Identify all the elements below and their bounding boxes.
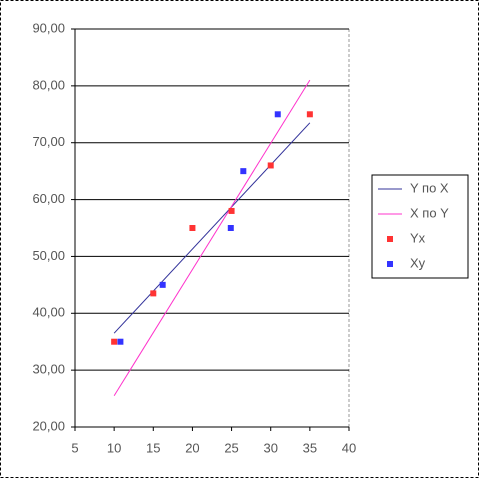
point: [227, 225, 234, 231]
x-tick-label: 30: [263, 440, 277, 455]
legend-label: Y по X: [410, 180, 449, 195]
legend-symbol: [387, 236, 393, 242]
legend-box: [371, 174, 469, 279]
point: [159, 281, 166, 288]
x-tick-label: 40: [342, 440, 356, 455]
y-tick-label: 80,00: [32, 77, 65, 92]
legend-symbol: [387, 261, 393, 267]
x-tick-label: 15: [146, 440, 160, 455]
y-tick-label: 40,00: [32, 305, 65, 320]
x-tick-label: 20: [185, 440, 199, 455]
trend-line: [113, 122, 311, 334]
point: [240, 168, 247, 175]
x-tick-label: 25: [224, 440, 238, 455]
point: [150, 290, 157, 297]
y-tick-label: 90,00: [32, 20, 65, 35]
point: [117, 338, 124, 345]
x-tick-label: 5: [71, 440, 78, 455]
point: [228, 207, 235, 214]
y-tick-label: 30,00: [32, 362, 65, 377]
x-tick-label: 35: [303, 440, 317, 455]
x-tick-label: 10: [107, 440, 121, 455]
trend-line: [113, 79, 311, 396]
point: [274, 111, 281, 118]
y-tick-label: 50,00: [32, 248, 65, 263]
y-tick-label: 70,00: [32, 134, 65, 149]
point: [111, 338, 118, 345]
legend-label: Yx: [410, 230, 426, 245]
point: [189, 225, 196, 231]
legend-label: X по Y: [410, 205, 449, 220]
y-tick-label: 20,00: [32, 418, 65, 433]
y-tick-label: 60,00: [32, 191, 65, 206]
point: [267, 162, 274, 169]
point: [306, 111, 313, 118]
legend-label: Xy: [410, 255, 426, 270]
